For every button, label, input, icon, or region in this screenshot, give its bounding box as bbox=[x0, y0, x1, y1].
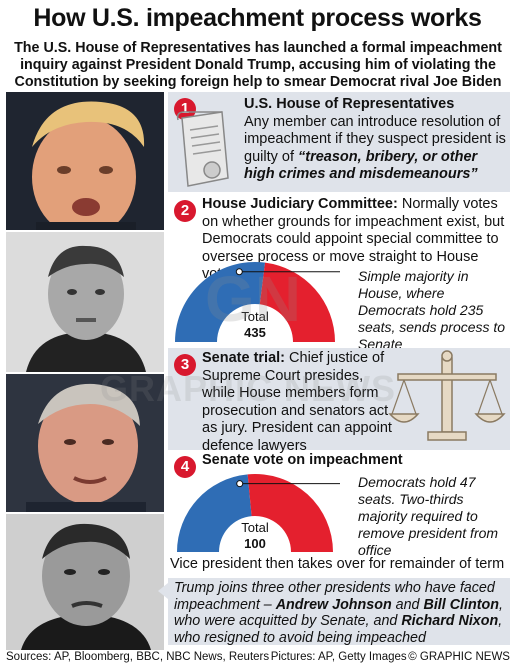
house-majority-marker bbox=[235, 268, 243, 276]
house-arc-others bbox=[259, 262, 335, 342]
portrait-photo-clinton bbox=[6, 374, 164, 512]
house-seat-chart: Total 435 bbox=[175, 262, 340, 342]
senate-arc-others bbox=[247, 474, 333, 552]
note-name-clinton: Bill Clinton bbox=[423, 596, 499, 613]
footer-pictures: Pictures: AP, Getty Images bbox=[270, 651, 407, 663]
step-2-panel: 2 House Judiciary Committee: Normally vo… bbox=[168, 194, 510, 352]
step-3-text: Senate trial: Chief justice of Supreme C… bbox=[202, 350, 392, 455]
step-4-footer: Vice president then takes over for remai… bbox=[170, 556, 505, 572]
senate-total-value: 100 bbox=[244, 536, 266, 551]
footer-credit: © GRAPHIC NEWS bbox=[408, 651, 510, 663]
note-pointer-arrow bbox=[158, 583, 168, 599]
note-text: Trump joins three other presidents who h… bbox=[174, 580, 508, 646]
note-text-1: Trump joins three other presidents who h… bbox=[174, 580, 495, 613]
house-total-label: Total bbox=[241, 309, 269, 324]
step-2-heading: House Judiciary Committee: bbox=[202, 196, 398, 212]
step-3-panel: 3 Senate trial: Chief justice of Supreme… bbox=[168, 348, 510, 454]
note-text-2: and bbox=[391, 596, 424, 613]
step-1-number: 1 bbox=[174, 98, 196, 120]
senate-total-label: Total bbox=[241, 520, 269, 535]
step-1-body: Any member can introduce resolution of i… bbox=[244, 113, 506, 165]
step-1-text: U.S. House of Representatives Any member… bbox=[244, 96, 508, 184]
step-4-panel: 4 Senate vote on impeachment Total 100 D… bbox=[168, 452, 510, 576]
step-4-heading: Senate vote on impeachment bbox=[202, 452, 403, 468]
step-2-number: 2 bbox=[174, 200, 196, 222]
step-3-body: Chief justice of Supreme Court presides,… bbox=[202, 350, 392, 454]
step-1-quote: “treason, bribery, or other high crimes … bbox=[244, 148, 478, 183]
senate-annotation: Democrats hold 47 seats. Two-thirds majo… bbox=[358, 474, 499, 558]
note-name-nixon: Richard Nixon bbox=[401, 613, 499, 629]
footer-sources: Sources: AP, Bloomberg, BBC, NBC News, R… bbox=[6, 651, 270, 663]
note-text-3: , who were acquitted by Senate, and bbox=[174, 596, 503, 630]
step-1-heading: U.S. House of Representatives bbox=[244, 96, 455, 112]
house-total-value: 435 bbox=[244, 325, 266, 340]
scales-of-justice-icon bbox=[388, 350, 506, 441]
step-4-number: 4 bbox=[174, 456, 196, 478]
step-3-number: 3 bbox=[174, 354, 196, 376]
house-annotation: Simple majority in House, where Democrat… bbox=[358, 268, 506, 352]
footer: Sources: AP, Bloomberg, BBC, NBC News, R… bbox=[6, 651, 510, 663]
step-3-heading: Senate trial: bbox=[202, 350, 285, 366]
note-box: Trump joins three other presidents who h… bbox=[168, 578, 510, 646]
note-text-4: , who resigned to avoid being impeached bbox=[174, 613, 503, 646]
step-2-text: House Judiciary Committee: Normally vote… bbox=[202, 196, 508, 284]
step-1-panel: 1 U.S. House of Representatives Any memb… bbox=[168, 92, 510, 192]
house-arc-democrats bbox=[175, 262, 266, 342]
senate-majority-marker bbox=[236, 480, 244, 488]
constitution-scroll-icon bbox=[176, 111, 229, 187]
page-subtitle: The U.S. House of Representatives has la… bbox=[14, 40, 502, 90]
senate-seat-chart: Total 100 bbox=[177, 474, 340, 552]
portrait-photo-johnson bbox=[6, 232, 164, 372]
photo-column bbox=[6, 92, 164, 652]
step-2-body: Normally votes on whether grounds for im… bbox=[202, 196, 505, 282]
portrait-photo-trump bbox=[6, 92, 164, 230]
note-name-johnson: Andrew Johnson bbox=[275, 596, 392, 613]
portrait-photo-nixon bbox=[6, 514, 164, 650]
page-title: How U.S. impeachment process works bbox=[33, 4, 482, 32]
senate-arc-democrats bbox=[177, 474, 252, 552]
